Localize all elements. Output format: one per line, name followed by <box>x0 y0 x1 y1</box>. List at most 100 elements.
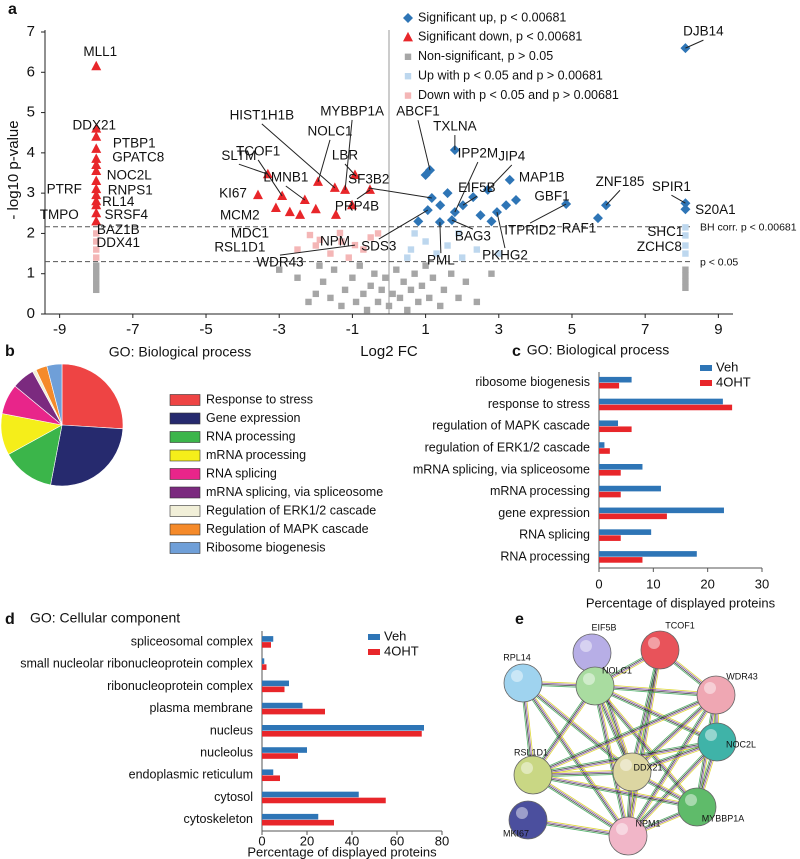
network-node <box>640 630 680 670</box>
network-edge <box>522 683 632 773</box>
legend-label: 4OHT <box>716 374 751 389</box>
point <box>400 278 407 285</box>
point-label: RSL1D1 <box>214 239 265 254</box>
bar <box>599 442 605 448</box>
node-label: EIF5B <box>591 622 616 632</box>
threshold-label: p < 0.05 <box>700 256 738 268</box>
y-tick-label: 1 <box>27 265 35 282</box>
x-tick-label: -9 <box>53 321 66 338</box>
bar <box>599 382 620 389</box>
category-label: regulation of ERK1/2 cascade <box>425 441 590 455</box>
point <box>682 284 689 292</box>
point <box>352 298 360 306</box>
point <box>501 200 512 211</box>
threshold-label: BH corr. p < 0.00681 <box>700 221 797 233</box>
point <box>429 274 437 281</box>
point <box>433 250 440 257</box>
point-label: KI67 <box>219 186 247 201</box>
point <box>351 241 359 249</box>
node-highlight <box>616 823 628 835</box>
point-label: SPIR1 <box>652 179 691 194</box>
node-label: MKI67 <box>503 828 529 838</box>
point-label: EIF5B <box>458 180 496 195</box>
point <box>299 194 310 204</box>
point <box>385 302 393 310</box>
point <box>374 298 382 306</box>
point <box>440 286 448 294</box>
y-tick-label: 3 <box>27 184 35 201</box>
legend-marker <box>404 73 412 80</box>
point <box>420 170 431 181</box>
point <box>374 230 382 237</box>
legend-label: Ribosome biogenesis <box>206 540 326 554</box>
bar <box>599 535 621 541</box>
node-highlight <box>620 759 632 771</box>
point-label: PTRF <box>47 182 82 197</box>
node-label: NOLC1 <box>602 665 632 675</box>
point <box>310 203 321 214</box>
point <box>404 254 411 261</box>
point <box>91 143 102 153</box>
legend-label: Significant down, p < 0.00681 <box>418 30 582 44</box>
point <box>93 246 100 253</box>
point <box>422 262 429 269</box>
point <box>393 266 400 273</box>
category-label: cytoskeleton <box>184 812 254 826</box>
node-highlight <box>516 807 528 819</box>
x-tick-label: 40 <box>345 833 359 848</box>
category-label: regulation of MAPK cascade <box>432 419 590 433</box>
x-tick-label: -5 <box>199 321 212 338</box>
point <box>93 268 100 275</box>
x-tick-label: 9 <box>714 321 722 338</box>
bar <box>599 398 723 405</box>
point-label: SF3B2 <box>348 172 389 187</box>
point <box>93 274 100 281</box>
network-edge <box>593 686 696 809</box>
network-edge <box>595 685 718 742</box>
point <box>93 280 100 287</box>
point <box>305 298 312 306</box>
point <box>360 246 367 253</box>
node-label: NOC2L <box>726 739 756 749</box>
category-label: RNA splicing <box>519 528 590 542</box>
point <box>356 262 363 269</box>
point <box>294 246 301 253</box>
point-label: SHC1 <box>647 224 683 239</box>
legend-label: Significant up, p < 0.00681 <box>418 10 566 24</box>
network-edge <box>594 686 697 808</box>
network-edge <box>626 693 715 836</box>
bar <box>599 491 621 498</box>
point-label: ABCF1 <box>396 104 440 119</box>
leader-line <box>496 211 506 249</box>
legend-swatch <box>700 365 712 371</box>
category-label: gene expression <box>498 506 590 520</box>
legend-label: Veh <box>716 359 738 374</box>
point <box>682 266 689 273</box>
point-label: MDC1 <box>231 226 269 241</box>
network-edge <box>523 682 629 836</box>
bar <box>262 658 265 664</box>
point <box>270 202 281 213</box>
point <box>327 294 334 302</box>
legend-label: Up with p < 0.05 and p > 0.00681 <box>418 68 603 82</box>
point <box>91 165 102 175</box>
x-tick-label: 3 <box>495 321 503 338</box>
point <box>473 246 481 253</box>
point <box>407 286 415 294</box>
leader-line <box>317 139 331 183</box>
legend-label: Down with p < 0.05 and p > 0.00681 <box>418 88 619 102</box>
bar <box>262 725 424 731</box>
pie-slice <box>46 363 63 426</box>
node-highlight <box>648 637 660 649</box>
network-edge <box>522 683 628 837</box>
legend-label: RNA splicing <box>206 466 277 480</box>
network-node <box>612 752 652 792</box>
point <box>252 189 263 200</box>
bar <box>599 551 697 557</box>
point-label: NOLC1 <box>307 123 352 138</box>
network-edge <box>533 772 698 806</box>
point <box>682 224 689 231</box>
legend-swatch <box>169 431 201 443</box>
network-edge <box>595 685 698 807</box>
point-label: ITPRID2 <box>504 223 556 238</box>
